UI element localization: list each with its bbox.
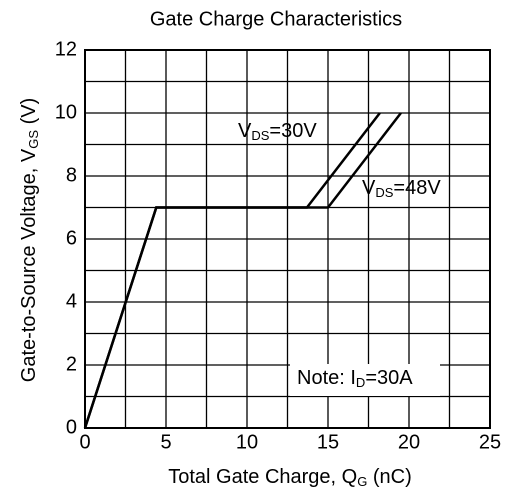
annotation-sub: DS (375, 185, 393, 200)
x-tick-label: 5 (160, 431, 171, 453)
y-tick-label: 10 (55, 101, 77, 123)
y-axis-label-tail: (V) (18, 98, 40, 130)
y-tick-label: 8 (66, 164, 77, 186)
annotation: Note: ID=30A (297, 367, 413, 390)
note-box (290, 364, 440, 396)
y-axis-label-sub: GS (26, 130, 41, 149)
y-tick-label: 12 (55, 38, 77, 60)
x-tick-label: 20 (398, 431, 420, 453)
y-tick-label: 4 (66, 290, 77, 312)
x-tick-label: 10 (236, 431, 258, 453)
x-tick-label: 25 (479, 431, 501, 453)
annotation-tail: =30A (365, 367, 413, 389)
y-tick-label: 0 (66, 416, 77, 438)
annotation: VDS=48V (362, 177, 441, 200)
x-axis-label-tail: (nC) (367, 466, 411, 488)
y-tick-label: 2 (66, 353, 77, 375)
y-tick-label: 6 (66, 227, 77, 249)
annotation-tail: =48V (393, 177, 441, 199)
annotation-tail: =30V (269, 120, 317, 142)
annotation-main: V (362, 177, 376, 199)
annotation-main: V (238, 120, 252, 142)
y-axis-label-main: Gate-to-Source Voltage, V (18, 148, 40, 382)
x-tick-label: 15 (317, 431, 339, 453)
x-axis-label-main: Total Gate Charge, Q (168, 466, 357, 488)
chart-title: Gate Charge Characteristics (150, 8, 402, 30)
annotation-sub: DS (251, 128, 269, 143)
data-line (83, 112, 402, 429)
x-axis-label: Total Gate Charge, QG (nC) (168, 466, 412, 489)
y-axis-label: Gate-to-Source Voltage, VGS (V) (18, 98, 41, 382)
annotation-sub: D (356, 375, 365, 390)
annotation: VDS=30V (238, 120, 317, 143)
x-tick-label: 0 (79, 431, 90, 453)
x-axis-label-sub: G (357, 474, 367, 489)
annotation-main: Note: I (297, 367, 356, 389)
